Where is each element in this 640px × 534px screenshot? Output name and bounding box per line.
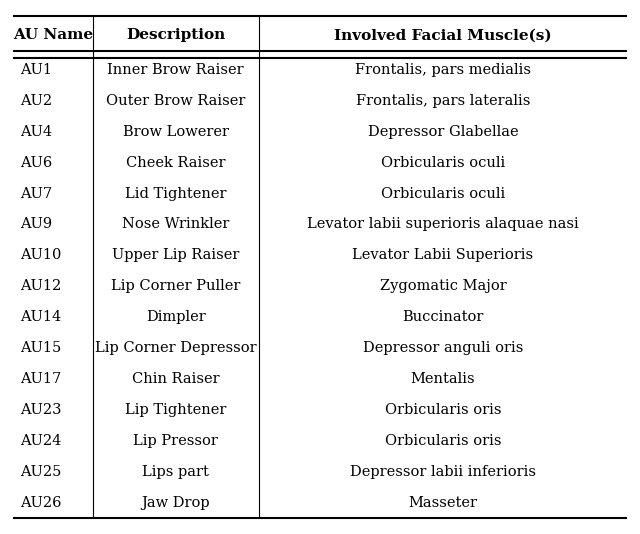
Text: AU7: AU7 — [20, 186, 52, 201]
Text: Dimpler: Dimpler — [146, 310, 205, 324]
Text: Involved Facial Muscle(s): Involved Facial Muscle(s) — [334, 28, 552, 42]
Text: AU14: AU14 — [20, 310, 61, 324]
Text: AU17: AU17 — [20, 372, 61, 386]
Text: AU12: AU12 — [20, 279, 61, 293]
Text: Description: Description — [126, 28, 225, 42]
Text: Orbicularis oculi: Orbicularis oculi — [381, 155, 505, 170]
Text: Mentalis: Mentalis — [411, 372, 475, 386]
Text: AU25: AU25 — [20, 465, 62, 478]
Text: Lip Corner Puller: Lip Corner Puller — [111, 279, 240, 293]
Text: Depressor labii inferioris: Depressor labii inferioris — [350, 465, 536, 478]
Text: Nose Wrinkler: Nose Wrinkler — [122, 217, 229, 231]
Text: AU Name: AU Name — [13, 28, 93, 42]
Text: Lip Tightener: Lip Tightener — [125, 403, 227, 417]
Text: Brow Lowerer: Brow Lowerer — [123, 125, 228, 139]
Text: Cheek Raiser: Cheek Raiser — [126, 155, 225, 170]
Text: AU23: AU23 — [20, 403, 62, 417]
Text: Orbicularis oculi: Orbicularis oculi — [381, 186, 505, 201]
Text: Orbicularis oris: Orbicularis oris — [385, 434, 501, 447]
Text: Chin Raiser: Chin Raiser — [132, 372, 220, 386]
Text: Orbicularis oris: Orbicularis oris — [385, 403, 501, 417]
Text: Depressor Glabellae: Depressor Glabellae — [367, 125, 518, 139]
Text: Jaw Drop: Jaw Drop — [141, 496, 210, 509]
Text: Outer Brow Raiser: Outer Brow Raiser — [106, 94, 245, 108]
Text: Lip Corner Depressor: Lip Corner Depressor — [95, 341, 257, 355]
Text: AU2: AU2 — [20, 94, 52, 108]
Text: Masseter: Masseter — [408, 496, 477, 509]
Text: AU24: AU24 — [20, 434, 62, 447]
Text: Lip Pressor: Lip Pressor — [133, 434, 218, 447]
Text: Levator labii superioris alaquae nasi: Levator labii superioris alaquae nasi — [307, 217, 579, 231]
Text: Upper Lip Raiser: Upper Lip Raiser — [112, 248, 239, 262]
Text: Frontalis, pars lateralis: Frontalis, pars lateralis — [356, 94, 530, 108]
Text: AU6: AU6 — [20, 155, 52, 170]
Text: Inner Brow Raiser: Inner Brow Raiser — [108, 63, 244, 77]
Text: Buccinator: Buccinator — [402, 310, 484, 324]
Text: Depressor anguli oris: Depressor anguli oris — [363, 341, 523, 355]
Text: Levator Labii Superioris: Levator Labii Superioris — [352, 248, 534, 262]
Text: AU26: AU26 — [20, 496, 62, 509]
Text: AU1: AU1 — [20, 63, 52, 77]
Text: AU10: AU10 — [20, 248, 62, 262]
Text: AU4: AU4 — [20, 125, 52, 139]
Text: AU15: AU15 — [20, 341, 61, 355]
Text: Zygomatic Major: Zygomatic Major — [380, 279, 506, 293]
Text: Lid Tightener: Lid Tightener — [125, 186, 227, 201]
Text: AU9: AU9 — [20, 217, 52, 231]
Text: Frontalis, pars medialis: Frontalis, pars medialis — [355, 63, 531, 77]
Text: Lips part: Lips part — [142, 465, 209, 478]
